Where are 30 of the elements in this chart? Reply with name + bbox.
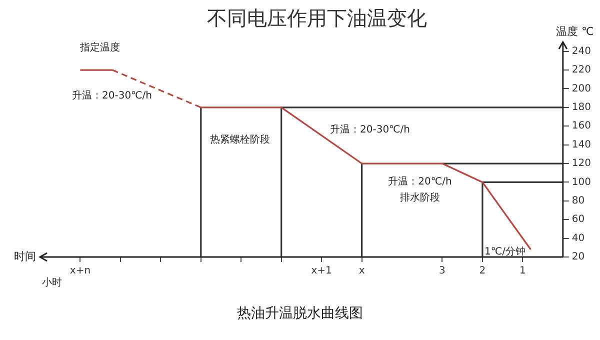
x-tick-label: 2 (479, 266, 486, 277)
x-tick-label: x+n (70, 266, 91, 277)
text: 热油升温脱水曲线图 (237, 306, 363, 322)
y-tick-label: 200 (572, 83, 592, 94)
y-tick-label: 40 (572, 232, 585, 244)
annotation: 指定温度 (79, 42, 120, 54)
y-tick-label: 100 (572, 176, 592, 188)
y-tick-label: 140 (572, 139, 592, 150)
x-tick-label: x (358, 266, 365, 277)
y-tick-label: 160 (572, 120, 592, 132)
annotation: 升温：20-30℃/h (72, 90, 152, 102)
y-tick-label: 120 (572, 158, 592, 170)
x-tick-label: x+1 (311, 266, 332, 277)
annotation: 热紧螺栓阶段 (210, 134, 270, 146)
x-tick-label: 1 (520, 266, 526, 277)
annotation: 1℃/分钟 (484, 246, 526, 258)
x-axis-title: 时间 (14, 250, 36, 263)
y-tick-label: 220 (572, 64, 592, 76)
y-axis-title: 温度 ℃ (556, 24, 594, 38)
chart-title: 不同电压作用下油温变化 (207, 6, 427, 30)
y-tick-label: 60 (572, 214, 585, 226)
annotation: 升温：20-30℃/h (330, 124, 410, 136)
y-tick-label: 80 (572, 196, 585, 207)
x-tick-label: 3 (439, 266, 446, 277)
annotation: 升温：20℃/h (388, 176, 452, 188)
y-tick-label: 20 (572, 252, 585, 263)
y-tick-label: 180 (572, 102, 592, 114)
annotation: 排水阶段 (400, 192, 440, 204)
y-tick-label: 240 (572, 46, 592, 57)
text: 小时 (42, 276, 62, 289)
